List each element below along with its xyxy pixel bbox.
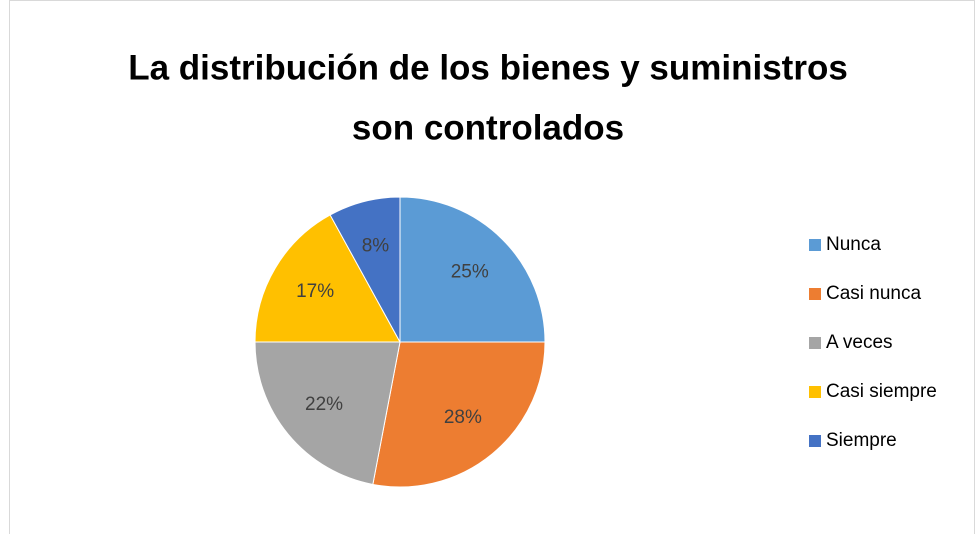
pie-slice — [329, 196, 401, 343]
data-label: 25% — [451, 261, 489, 282]
legend-label: Casi siempre — [826, 381, 937, 402]
legend-label: Siempre — [826, 430, 897, 451]
pie-slice — [372, 341, 546, 488]
data-label: 28% — [444, 407, 482, 428]
chart-title: La distribución de los bienes y suminist… — [128, 48, 848, 87]
chart-title: son controlados — [352, 108, 624, 147]
legend-swatch — [809, 239, 821, 251]
legend-label: A veces — [826, 332, 893, 353]
data-label: 17% — [296, 281, 334, 302]
legend-label: Casi nunca — [826, 283, 921, 304]
legend-swatch — [809, 435, 821, 447]
legend-label: Nunca — [826, 234, 881, 255]
data-label: 22% — [305, 394, 343, 415]
pie-slice — [399, 196, 546, 343]
legend-swatch — [809, 288, 821, 300]
legend-swatch — [809, 337, 821, 349]
data-label: 8% — [362, 236, 390, 257]
pie-slice — [254, 214, 401, 343]
pie-slice — [254, 341, 401, 486]
legend-swatch — [809, 386, 821, 398]
